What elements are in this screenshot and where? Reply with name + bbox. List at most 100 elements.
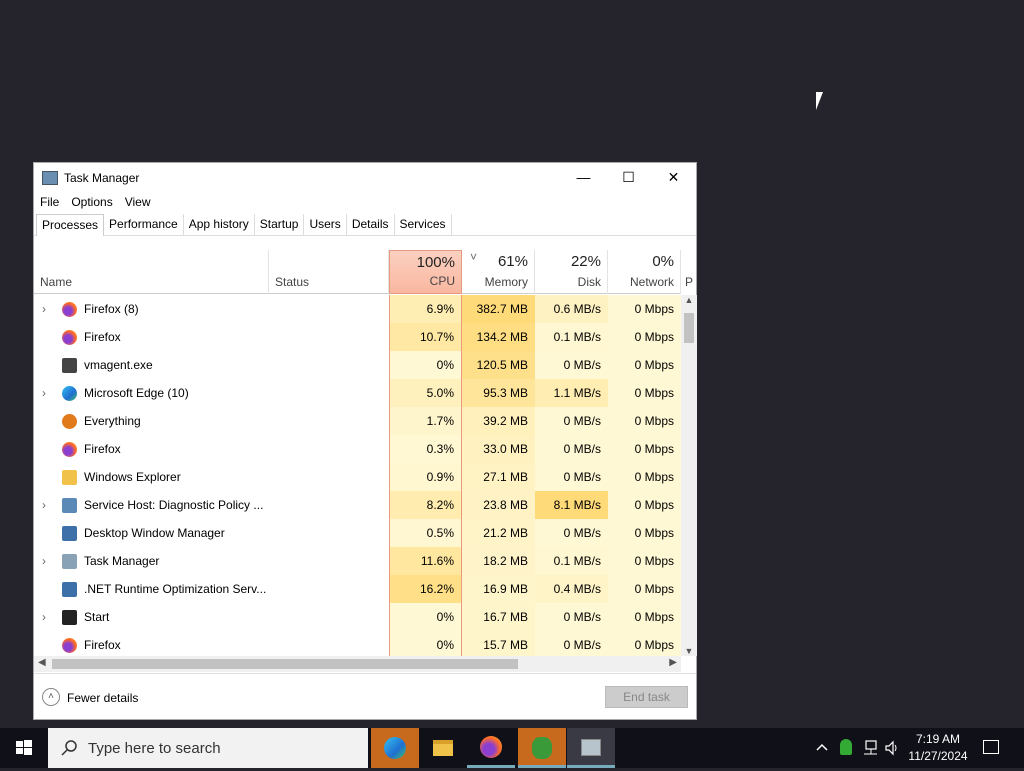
tab-processes[interactable]: Processes bbox=[36, 214, 105, 236]
process-row[interactable]: Firefox 10.7% 134.2 MB 0.1 MB/s 0 Mbps bbox=[34, 323, 681, 351]
expand-chevron-icon[interactable]: › bbox=[42, 386, 46, 400]
process-name-cell: vmagent.exe bbox=[34, 351, 269, 379]
collapse-icon[interactable]: ˄ bbox=[42, 688, 60, 706]
taskbar-explorer[interactable] bbox=[419, 728, 467, 768]
scroll-up-icon[interactable]: ▲ bbox=[684, 295, 694, 305]
disk-cell: 0 MB/s bbox=[535, 351, 608, 379]
end-task-button[interactable]: End task bbox=[605, 686, 688, 708]
disk-cell: 0.4 MB/s bbox=[535, 575, 608, 603]
start-button[interactable] bbox=[0, 728, 48, 768]
menu-options[interactable]: Options bbox=[71, 195, 113, 209]
disk-total: 22% bbox=[570, 253, 601, 270]
status-cell bbox=[269, 435, 389, 463]
network-cell: 0 Mbps bbox=[608, 463, 681, 491]
taskbar-firefox[interactable] bbox=[467, 728, 515, 768]
status-cell bbox=[269, 407, 389, 435]
clock[interactable]: 7:19 AM 11/27/2024 bbox=[904, 731, 972, 765]
process-row[interactable]: Firefox 0.3% 33.0 MB 0 MB/s 0 Mbps bbox=[34, 435, 681, 463]
column-header: Name Status 100% CPU ˅ 61% Memory 22% Disk 0… bbox=[34, 250, 693, 294]
process-row[interactable]: › Microsoft Edge (10) 5.0% 95.3 MB 1.1 MB… bbox=[34, 379, 681, 407]
memory-cell: 39.2 MB bbox=[462, 407, 535, 435]
hscroll-thumb[interactable] bbox=[52, 659, 518, 669]
process-name: Firefox (8) bbox=[84, 302, 139, 316]
disk-cell: 0 MB/s bbox=[535, 631, 608, 656]
taskbar-edge[interactable] bbox=[371, 728, 419, 768]
network-icon[interactable] bbox=[862, 740, 878, 756]
network-cell: 0 Mbps bbox=[608, 379, 681, 407]
tab-app-history[interactable]: App history bbox=[184, 214, 255, 236]
column-status-label: Status bbox=[275, 275, 310, 289]
taskbar-task-manager[interactable] bbox=[567, 728, 615, 768]
column-disk[interactable]: 22% Disk bbox=[535, 250, 608, 294]
menu-view[interactable]: View bbox=[124, 195, 151, 209]
process-row[interactable]: Desktop Window Manager 0.5% 21.2 MB 0 MB… bbox=[34, 519, 681, 547]
memory-cell: 27.1 MB bbox=[462, 463, 535, 491]
column-memory[interactable]: ˅ 61% Memory bbox=[462, 250, 535, 294]
disk-cell: 0 MB/s bbox=[535, 519, 608, 547]
scroll-thumb[interactable] bbox=[684, 313, 694, 343]
scroll-left-icon[interactable]: ◀ bbox=[38, 657, 46, 668]
taskbar-app-green[interactable] bbox=[518, 728, 566, 768]
process-row[interactable]: › Firefox (8) 6.9% 382.7 MB 0.6 MB/s 0 Mb… bbox=[34, 295, 681, 323]
tab-performance[interactable]: Performance bbox=[104, 214, 184, 236]
process-row[interactable]: › Task Manager 11.6% 18.2 MB 0.1 MB/s 0 M… bbox=[34, 547, 681, 575]
expand-chevron-icon[interactable]: › bbox=[42, 302, 46, 316]
memory-cell: 16.7 MB bbox=[462, 603, 535, 631]
process-row[interactable]: Firefox 0% 15.7 MB 0 MB/s 0 Mbps bbox=[34, 631, 681, 656]
column-name[interactable]: Name bbox=[34, 250, 269, 294]
column-network[interactable]: 0% Network bbox=[608, 250, 681, 294]
process-row[interactable]: Windows Explorer 0.9% 27.1 MB 0 MB/s 0 M… bbox=[34, 463, 681, 491]
column-disk-label: Disk bbox=[577, 275, 601, 289]
firefox-icon bbox=[62, 330, 77, 345]
notifications-icon[interactable] bbox=[983, 740, 999, 754]
cpu-cell: 8.2% bbox=[389, 491, 462, 519]
clock-date: 11/27/2024 bbox=[908, 749, 968, 763]
volume-icon[interactable] bbox=[884, 740, 900, 756]
process-row[interactable]: vmagent.exe 0% 120.5 MB 0 MB/s 0 Mbps bbox=[34, 351, 681, 379]
memory-cell: 382.7 MB bbox=[462, 295, 535, 323]
status-cell bbox=[269, 547, 389, 575]
minimize-button[interactable]: — bbox=[576, 169, 591, 185]
process-row[interactable]: Everything 1.7% 39.2 MB 0 MB/s 0 Mbps bbox=[34, 407, 681, 435]
tab-services[interactable]: Services bbox=[395, 214, 452, 236]
show-hidden-icons[interactable] bbox=[816, 742, 828, 752]
task-manager-icon bbox=[581, 739, 601, 756]
column-cpu[interactable]: 100% CPU bbox=[389, 250, 462, 294]
disk-cell: 0.1 MB/s bbox=[535, 323, 608, 351]
search-box[interactable]: Type here to search bbox=[48, 728, 368, 768]
vertical-scrollbar[interactable]: ▲ ▼ bbox=[681, 295, 697, 656]
process-name-cell: › Start bbox=[34, 603, 269, 631]
edge-icon bbox=[384, 737, 406, 759]
tab-users[interactable]: Users bbox=[304, 214, 347, 236]
tab-details[interactable]: Details bbox=[347, 214, 395, 236]
expand-chevron-icon[interactable]: › bbox=[42, 498, 46, 512]
process-row[interactable]: › Service Host: Diagnostic Policy ... 8.2… bbox=[34, 491, 681, 519]
taskbar: Type here to search 7:19 AM 11/27/2024 bbox=[0, 728, 1024, 768]
maximize-button[interactable]: ☐ bbox=[622, 169, 635, 185]
network-cell: 0 Mbps bbox=[608, 631, 681, 656]
disk-cell: 0 MB/s bbox=[535, 463, 608, 491]
close-button[interactable]: ✕ bbox=[667, 169, 680, 185]
column-memory-label: Memory bbox=[484, 275, 528, 289]
network-cell: 0 Mbps bbox=[608, 519, 681, 547]
process-row[interactable]: .NET Runtime Optimization Serv... 16.2% … bbox=[34, 575, 681, 603]
tab-startup[interactable]: Startup bbox=[255, 214, 305, 236]
status-cell bbox=[269, 631, 389, 656]
scroll-down-icon[interactable]: ▼ bbox=[684, 646, 694, 656]
status-cell bbox=[269, 575, 389, 603]
expand-chevron-icon[interactable]: › bbox=[42, 554, 46, 568]
column-status[interactable]: Status bbox=[269, 250, 389, 294]
horizontal-scrollbar[interactable]: ◀ ▶ bbox=[34, 656, 681, 672]
fewer-details-link[interactable]: Fewer details bbox=[67, 691, 139, 705]
disk-cell: 8.1 MB/s bbox=[535, 491, 608, 519]
user-tray-icon[interactable] bbox=[840, 739, 852, 755]
firefox-icon bbox=[62, 638, 77, 653]
expand-chevron-icon[interactable]: › bbox=[42, 610, 46, 624]
scroll-right-icon[interactable]: ▶ bbox=[669, 657, 677, 668]
memory-cell: 33.0 MB bbox=[462, 435, 535, 463]
process-name: Windows Explorer bbox=[84, 470, 181, 484]
process-name: Microsoft Edge (10) bbox=[84, 386, 189, 400]
process-row[interactable]: › Start 0% 16.7 MB 0 MB/s 0 Mbps bbox=[34, 603, 681, 631]
column-power[interactable]: P bbox=[681, 250, 697, 294]
menu-file[interactable]: File bbox=[40, 195, 60, 209]
